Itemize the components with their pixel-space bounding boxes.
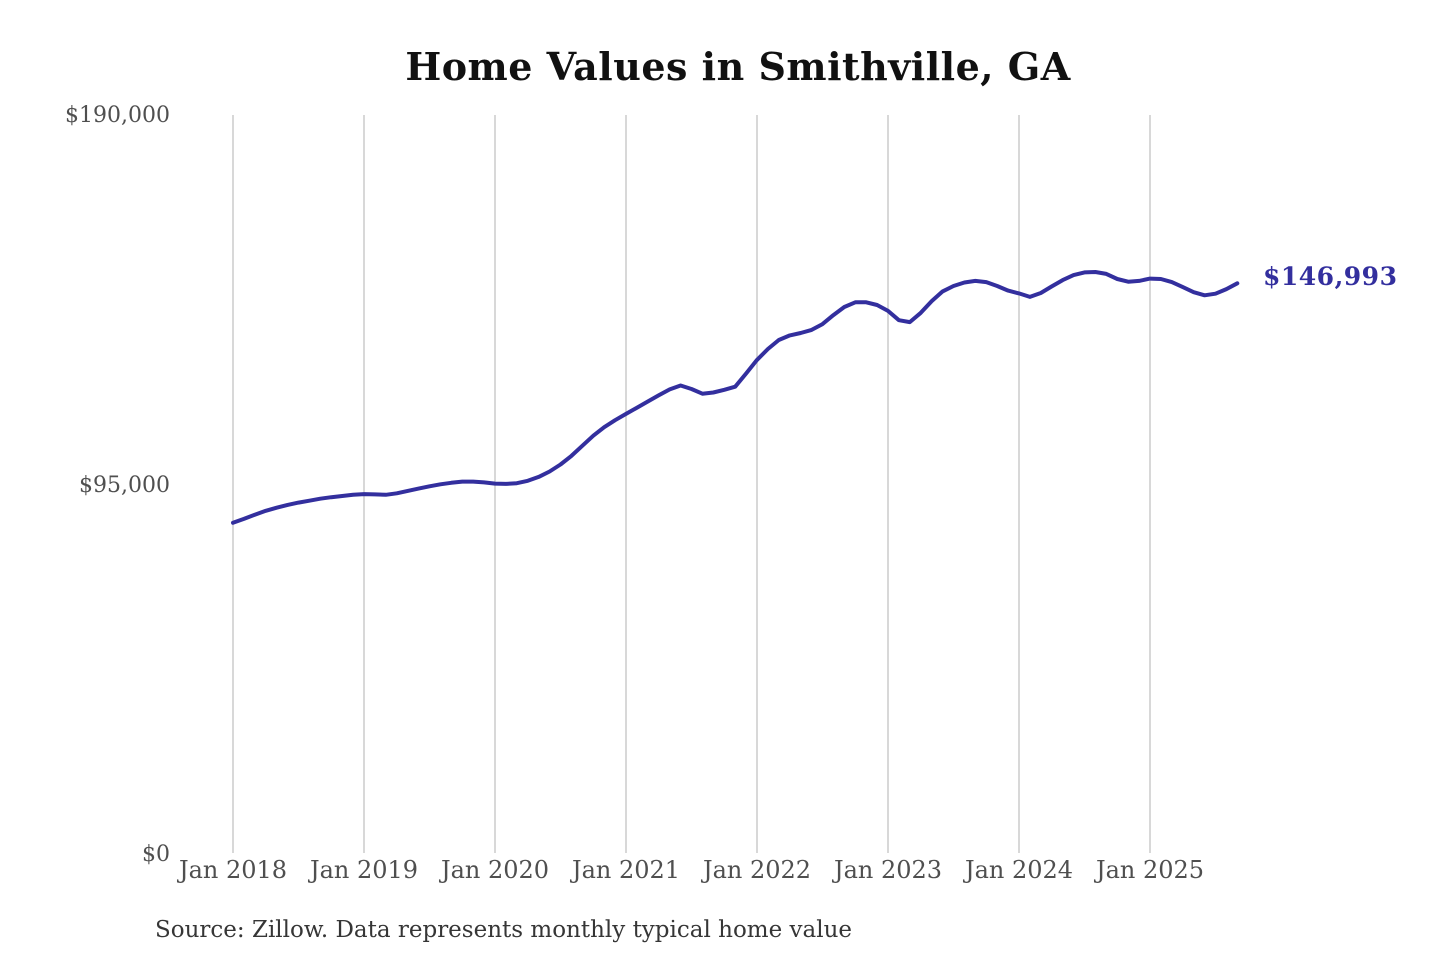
- x-tick-jan-2025: Jan 2025: [1095, 856, 1205, 884]
- x-tick-jan-2019: Jan 2019: [309, 856, 419, 884]
- home-value-line: [231, 270, 1240, 525]
- x-tick-jan-2021: Jan 2021: [571, 856, 681, 884]
- y-tick-0: $0: [142, 842, 170, 867]
- y-tick-190000: $190,000: [65, 103, 170, 128]
- source-note: Source: Zillow. Data represents monthly …: [155, 917, 853, 943]
- x-tick-jan-2024: Jan 2024: [964, 856, 1074, 884]
- x-tick-jan-2018: Jan 2018: [178, 856, 288, 884]
- x-tick-jan-2023: Jan 2023: [833, 856, 943, 884]
- latest-value-annotation: $146,993: [1263, 262, 1398, 291]
- chart-title: Home Values in Smithville, GA: [405, 44, 1071, 89]
- y-tick-95000: $95,000: [79, 472, 170, 498]
- x-tick-jan-2022: Jan 2022: [702, 856, 812, 884]
- x-tick-jan-2020: Jan 2020: [440, 856, 550, 884]
- vertical-gridlines: [232, 115, 1151, 853]
